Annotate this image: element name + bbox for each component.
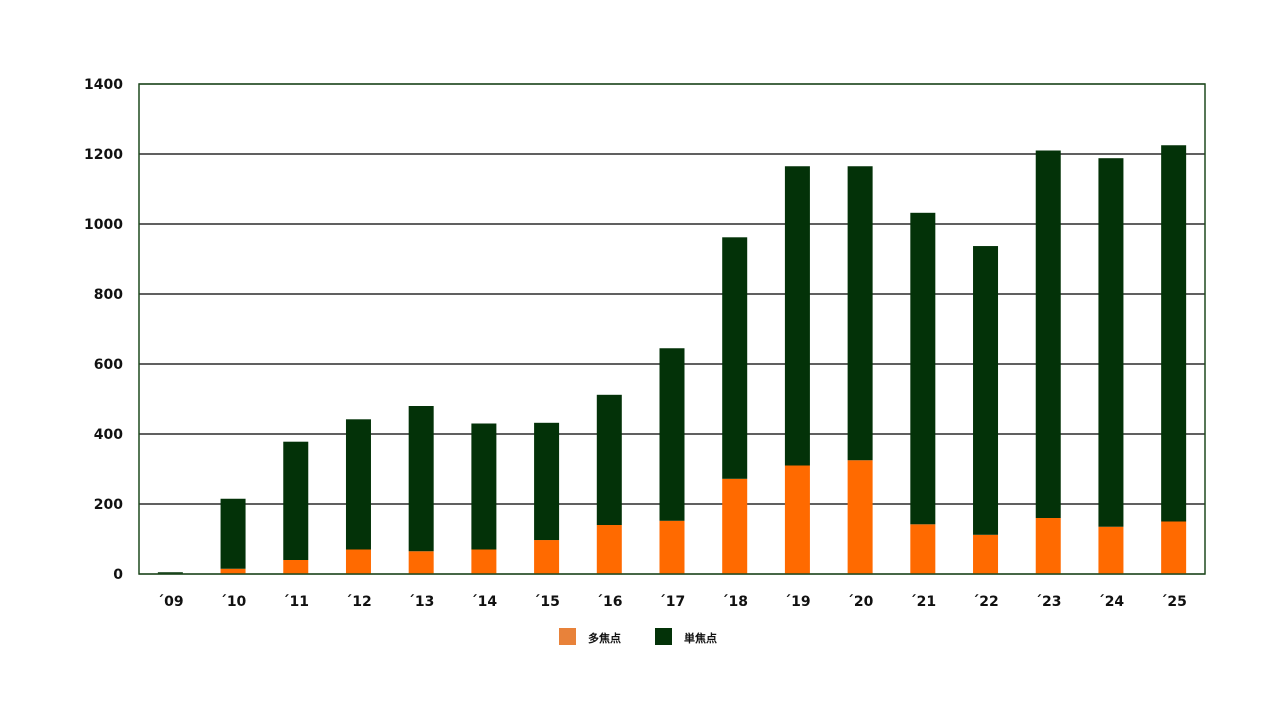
x-tick-label: ´13 xyxy=(408,594,434,610)
bar-multifocal xyxy=(1098,526,1124,574)
bar-multifocal xyxy=(408,551,434,574)
bar-monofocal xyxy=(910,212,936,525)
bar-monofocal xyxy=(157,572,183,574)
bar-multifocal xyxy=(784,465,810,574)
bar-monofocal xyxy=(1098,158,1124,527)
y-tick-label: 600 xyxy=(94,357,123,373)
y-tick-label: 1000 xyxy=(84,217,123,233)
y-tick-label: 400 xyxy=(94,427,123,443)
x-tick-label: ´23 xyxy=(1035,594,1061,610)
x-tick-label: ´10 xyxy=(220,594,247,610)
legend: 多焦点 単焦点 xyxy=(559,628,717,645)
x-tick-label: ´12 xyxy=(345,594,371,610)
bar-multifocal xyxy=(220,568,246,574)
legend-label: 単焦点 xyxy=(684,631,717,645)
bar-multifocal xyxy=(345,549,371,574)
bar-monofocal xyxy=(345,419,371,550)
x-tick-label: ´21 xyxy=(910,594,936,610)
y-axis-ticks: 0 200 400 600 800 1000 1200 1400 xyxy=(84,77,123,583)
legend-swatch xyxy=(655,628,672,645)
bar-monofocal xyxy=(596,394,622,525)
y-tick-label: 1200 xyxy=(84,147,123,163)
x-tick-label: ´19 xyxy=(784,594,810,610)
x-tick-label: ´24 xyxy=(1098,594,1125,610)
bar-multifocal xyxy=(1161,521,1187,574)
x-tick-label: ´09 xyxy=(157,594,183,610)
bar-multifocal xyxy=(973,534,999,574)
y-tick-label: 800 xyxy=(94,287,123,303)
x-axis-ticks: ´09 ´10 ´11 ´12 ´13 ´14 ´15 ´16 ´17 ´18 ´19 ´20 ´21 ´… xyxy=(157,594,1187,610)
bar-monofocal xyxy=(1035,150,1061,518)
x-tick-label: ´11 xyxy=(283,594,309,610)
bar-multifocal xyxy=(722,478,748,574)
bar-monofocal xyxy=(471,423,497,550)
x-tick-label: ´14 xyxy=(471,594,498,610)
x-tick-label: ´15 xyxy=(533,594,559,610)
bars xyxy=(157,145,1187,574)
bar-monofocal xyxy=(722,237,748,479)
x-tick-label: ´16 xyxy=(596,594,622,610)
x-tick-label: ´25 xyxy=(1160,594,1186,610)
bar-monofocal xyxy=(847,166,873,461)
bar-monofocal xyxy=(408,406,434,552)
x-tick-label: ´20 xyxy=(847,594,874,610)
bar-multifocal xyxy=(534,540,560,574)
y-tick-label: 0 xyxy=(113,567,123,583)
bar-monofocal xyxy=(973,246,999,535)
x-tick-label: ´22 xyxy=(972,594,998,610)
legend-label: 多焦点 xyxy=(588,631,621,645)
bar-monofocal xyxy=(1161,145,1187,522)
bar-multifocal xyxy=(847,460,873,574)
legend-swatch xyxy=(559,628,576,645)
bar-monofocal xyxy=(659,348,685,521)
bar-monofocal xyxy=(784,166,810,466)
bar-monofocal xyxy=(283,441,309,560)
bar-multifocal xyxy=(471,549,497,574)
y-tick-label: 1400 xyxy=(84,77,123,93)
bar-multifocal xyxy=(910,524,936,574)
bar-multifocal xyxy=(1035,518,1061,574)
y-tick-label: 200 xyxy=(94,497,123,513)
bar-multifocal xyxy=(659,520,685,574)
x-tick-label: ´17 xyxy=(659,594,685,610)
x-tick-label: ´18 xyxy=(721,594,747,610)
bar-monofocal xyxy=(220,498,246,569)
bar-multifocal xyxy=(596,525,622,574)
plot-area-frame xyxy=(138,83,1206,575)
bar-monofocal xyxy=(534,422,560,541)
bar-multifocal xyxy=(283,560,309,574)
